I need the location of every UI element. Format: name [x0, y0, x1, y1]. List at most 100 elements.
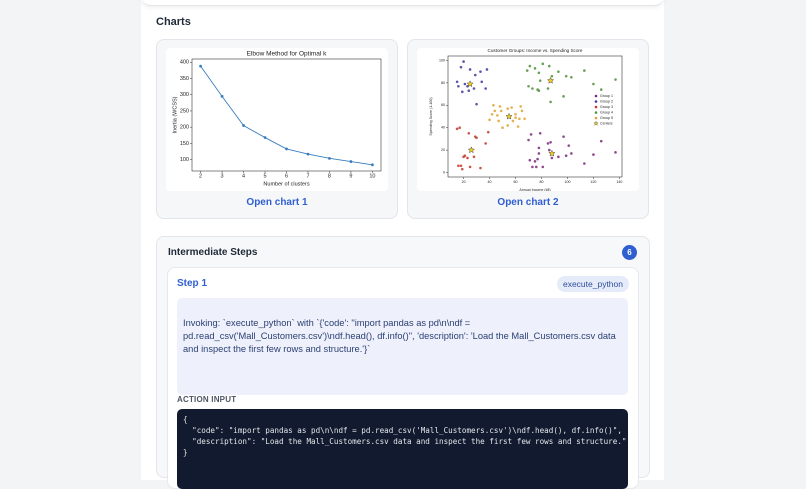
point [463, 154, 467, 158]
legend-label: Centers [600, 121, 613, 125]
y-tick-label: 20 [441, 148, 445, 152]
center-marker [466, 80, 474, 88]
legend-marker [594, 100, 598, 103]
x-tick-label: 120 [590, 180, 596, 184]
point [475, 102, 478, 106]
point [328, 156, 331, 160]
legend-label: Group 4 [600, 110, 613, 114]
x-tick-label: 5 [263, 173, 266, 179]
point [510, 106, 513, 109]
legend-label: Group 2 [600, 99, 613, 103]
x-tick-label: 8 [328, 173, 331, 179]
point [499, 109, 503, 113]
x-tick-label: 40 [488, 180, 492, 184]
chart[interactable]: Elbow Method for Optimal k Number of clus… [166, 48, 388, 191]
point [479, 166, 482, 170]
point [458, 126, 461, 130]
chart-card: Elbow Method for Optimal k Number of clus… [156, 39, 398, 219]
chart-link[interactable]: Open chart 2 [497, 197, 559, 208]
code-block: { "code": "import pandas as pd\n\ndf = p… [177, 409, 628, 489]
x-tick-label: 3 [221, 173, 224, 179]
point [468, 165, 472, 169]
center-marker [548, 149, 556, 157]
point [467, 132, 471, 135]
y-tick-label: 300 [180, 92, 189, 98]
action-input-label: ACTION INPUT [177, 395, 237, 404]
point [199, 64, 202, 68]
code-line: "description": "Load the Mall_Customers.… [183, 437, 627, 446]
point [592, 153, 595, 156]
point [547, 148, 551, 152]
point [463, 82, 467, 86]
point [528, 64, 532, 68]
page: Charts Elbow Method for Optimal k Number … [141, 0, 664, 489]
point [457, 164, 460, 168]
point [488, 118, 491, 122]
point [466, 156, 469, 160]
point [460, 90, 464, 94]
point [557, 155, 560, 159]
legend-label: Group 1 [600, 94, 613, 98]
point [599, 139, 603, 143]
point [592, 82, 595, 86]
legend-marker [593, 120, 599, 126]
chart[interactable]: Customer Groups: Income vs. Spending Sco… [417, 48, 639, 191]
point [570, 75, 573, 79]
point [285, 147, 288, 151]
point [531, 165, 534, 169]
chart-link[interactable]: Open chart 1 [246, 197, 308, 208]
y-tick-label: 60 [441, 103, 445, 107]
point [485, 68, 489, 71]
point [479, 70, 482, 73]
point [549, 140, 552, 144]
y-tick-label: 80 [441, 81, 445, 85]
point [475, 136, 478, 140]
point [220, 94, 224, 98]
chart-title: Customer Groups: Income vs. Spending Sco… [488, 48, 583, 53]
step-count: 6 [622, 245, 637, 260]
point [557, 70, 560, 73]
point [492, 103, 495, 107]
x-tick-label: 10 [369, 173, 375, 179]
point [457, 84, 460, 88]
x-tick-label: 100 [564, 180, 570, 184]
legend-marker [594, 94, 598, 98]
x-tick-label: 60 [514, 180, 518, 184]
point [541, 62, 545, 66]
step-card: Step 1 execute_python Invoking: `execute… [167, 267, 639, 489]
x-tick-label: 4 [242, 173, 245, 179]
point [306, 152, 310, 156]
code-line: "code": "import pandas as pd\n\ndf = pd.… [183, 426, 622, 435]
y-tick-label: 100 [439, 58, 445, 62]
legend-label: Group 3 [600, 105, 613, 109]
center-marker [547, 76, 555, 84]
point [533, 160, 537, 163]
point [486, 130, 490, 134]
point [614, 151, 617, 154]
point [541, 165, 545, 169]
point [520, 109, 524, 113]
point [536, 157, 539, 161]
point [472, 155, 476, 159]
point [528, 158, 532, 162]
point [537, 146, 541, 150]
point [480, 80, 484, 84]
point [514, 116, 517, 119]
chart-card: Customer Groups: Income vs. Spending Sco… [407, 39, 649, 219]
point [614, 78, 617, 81]
point [493, 109, 497, 113]
legend-marker [594, 105, 598, 109]
point [263, 136, 267, 139]
center-marker [505, 112, 513, 120]
point [371, 163, 374, 167]
x-tick-label: 6 [285, 173, 288, 179]
y-axis-label: Spending Score (1-100) [429, 97, 433, 135]
invocation: Invoking: `execute_python` with `{'code'… [177, 298, 628, 395]
point [506, 124, 510, 127]
y-tick-label: 250 [180, 108, 189, 114]
point [455, 127, 459, 131]
point [529, 133, 533, 136]
section-title: Charts [156, 16, 191, 28]
point [473, 73, 477, 77]
point [490, 112, 494, 116]
